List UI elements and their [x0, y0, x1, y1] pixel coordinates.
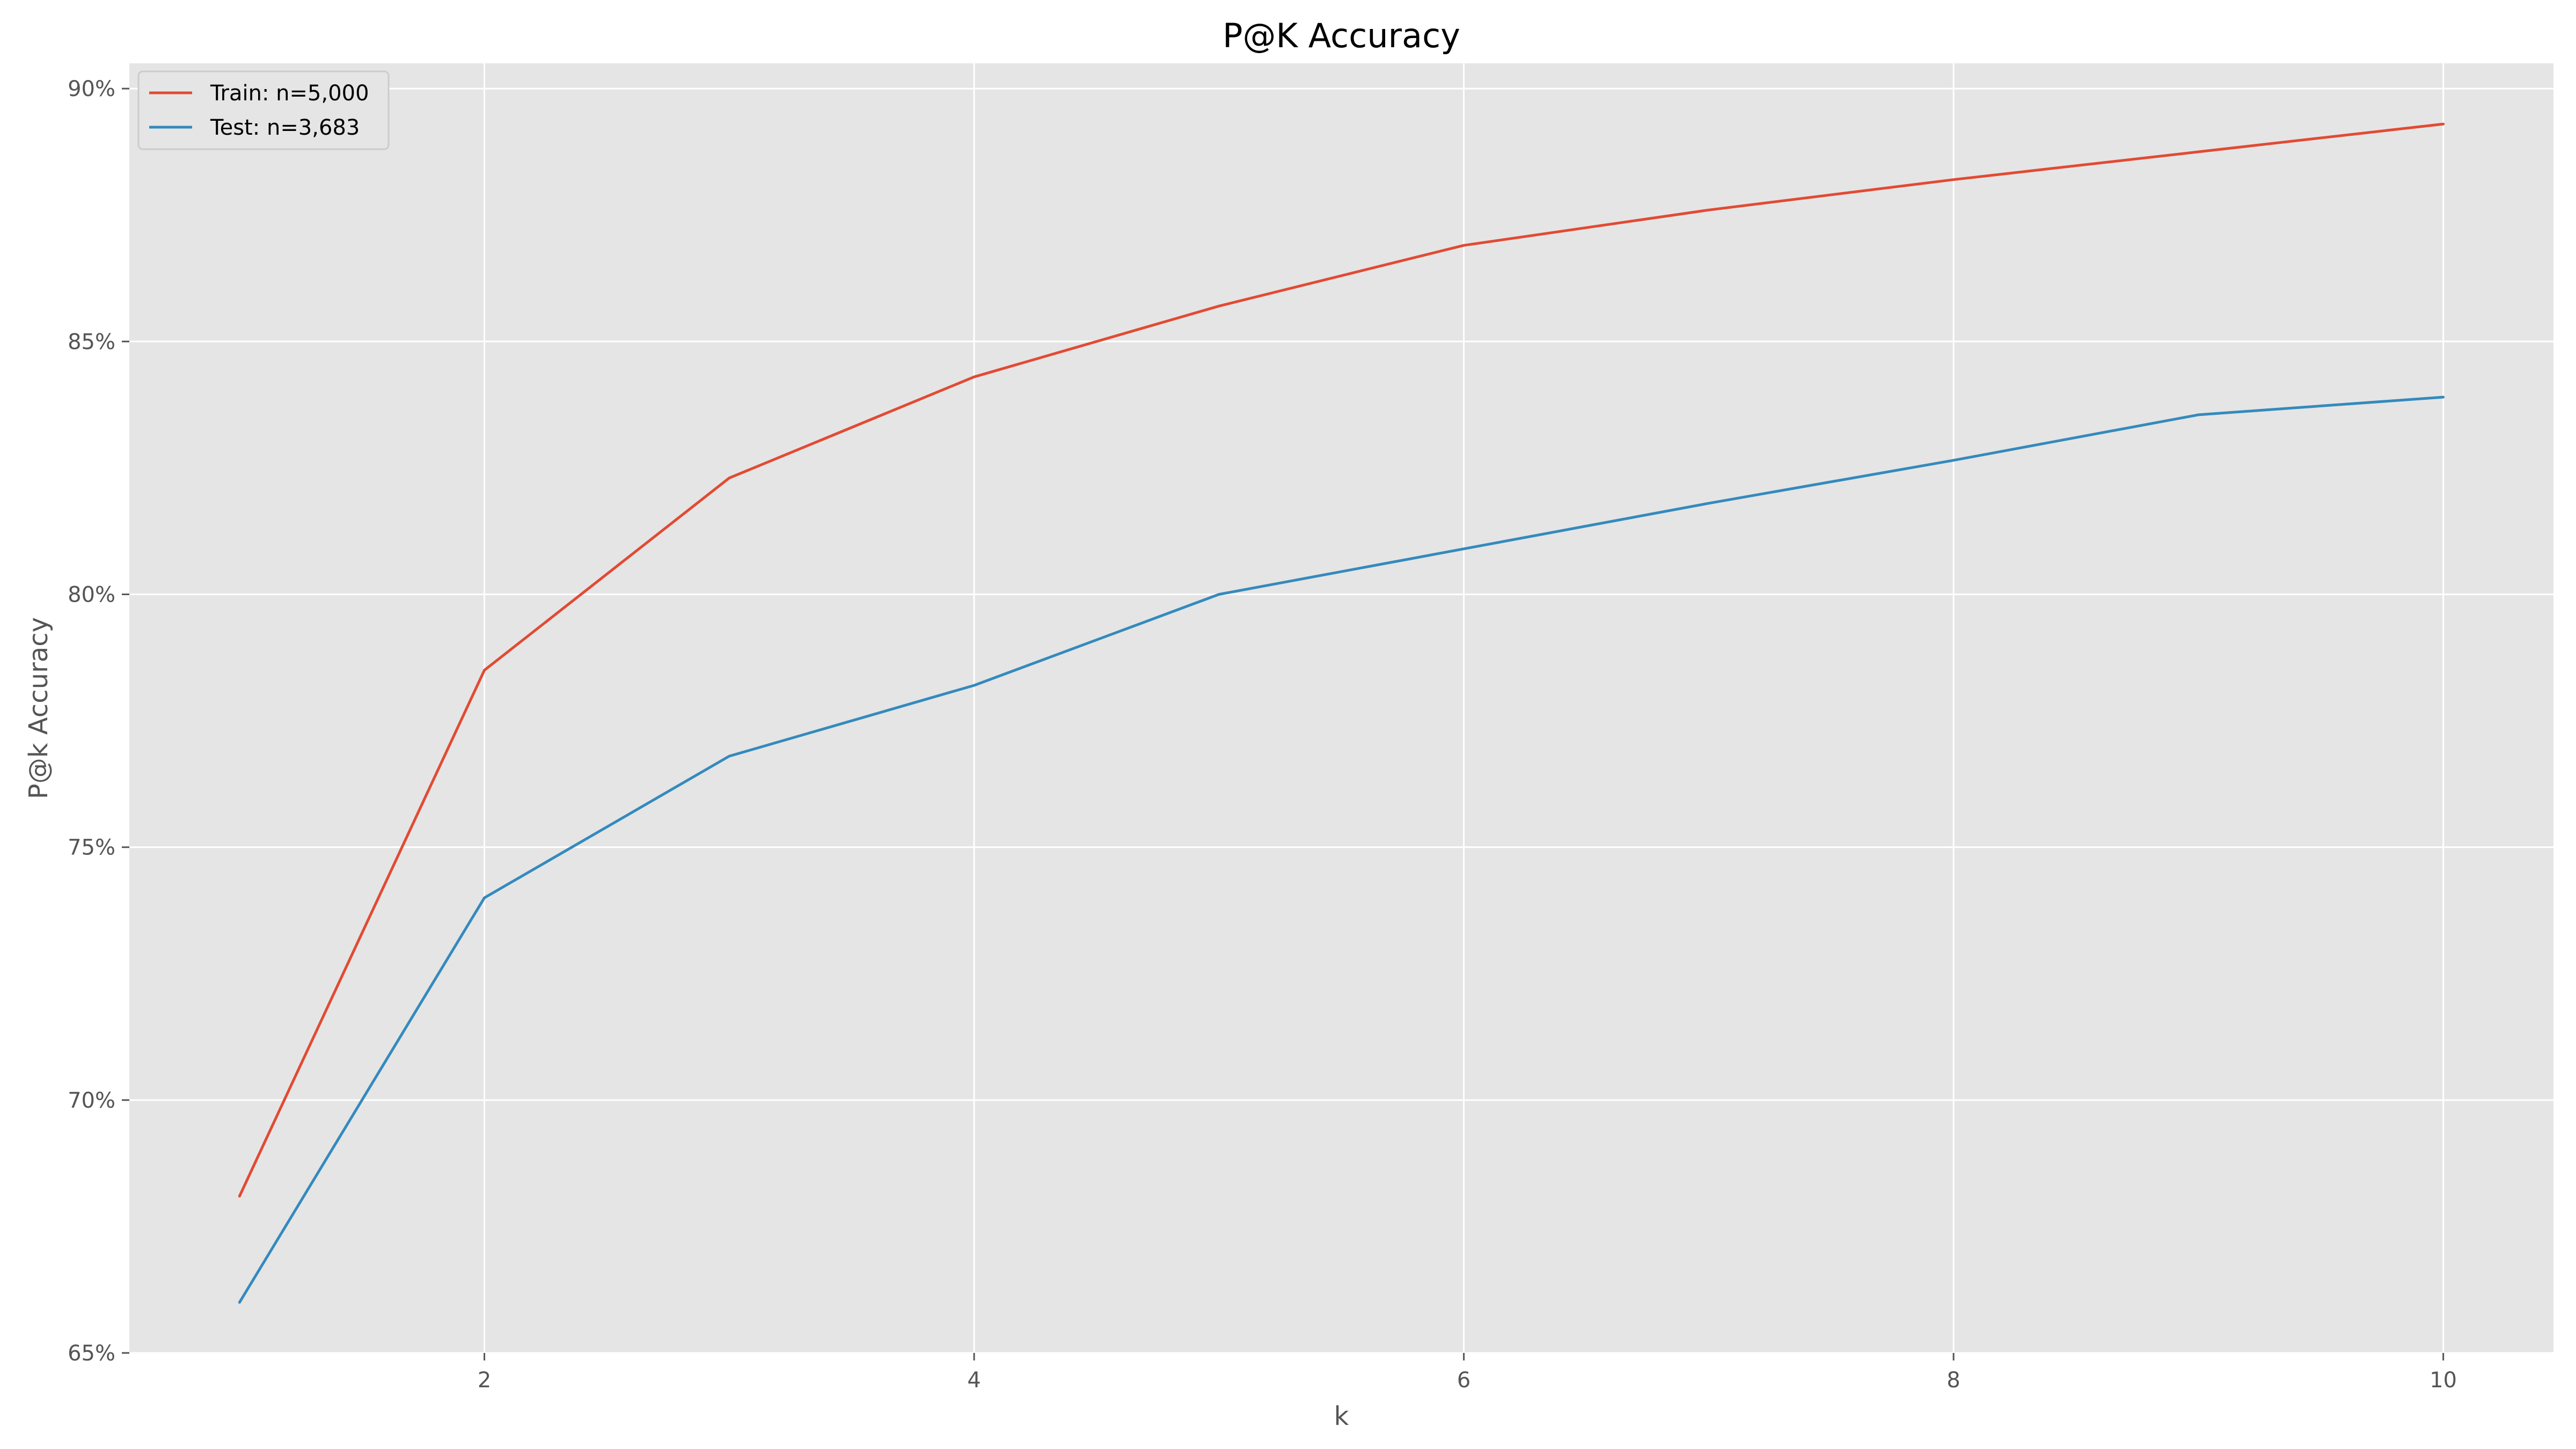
y-tick-label-75: 75% [68, 836, 115, 860]
chart-title: P@K Accuracy [1223, 16, 1460, 55]
y-axis-ticks: 65% 70% 75% 80% 85% 90% [68, 77, 129, 1366]
x-tick-label-2: 2 [478, 1368, 491, 1393]
x-axis-ticks: 2 4 6 8 10 [478, 1353, 2457, 1393]
plot-area [129, 63, 2553, 1353]
y-tick-label-80: 80% [68, 582, 115, 607]
y-tick-label-85: 85% [68, 330, 115, 354]
legend-label-train: Train: n=5,000 [210, 81, 369, 106]
legend-label-test: Test: n=3,683 [210, 115, 360, 140]
legend-box [137, 70, 390, 150]
y-tick-label-65: 65% [68, 1341, 115, 1366]
gridlines [129, 63, 2553, 1354]
x-tick-label-6: 6 [1457, 1368, 1470, 1393]
x-tick-label-10: 10 [2429, 1368, 2457, 1393]
series-layer [238, 122, 2445, 1304]
x-tick-label-4: 4 [967, 1368, 980, 1393]
x-tick-label-8: 8 [1946, 1368, 1960, 1393]
y-axis-label: P@k Accuracy [24, 617, 54, 799]
legend: Train: n=5,000 Test: n=3,683 [137, 70, 390, 150]
series-line-train [238, 122, 2445, 1198]
series-line-test [238, 396, 2445, 1304]
y-tick-label-70: 70% [68, 1088, 115, 1113]
x-axis-label: k [1334, 1401, 1349, 1431]
y-tick-label-90: 90% [68, 77, 115, 101]
